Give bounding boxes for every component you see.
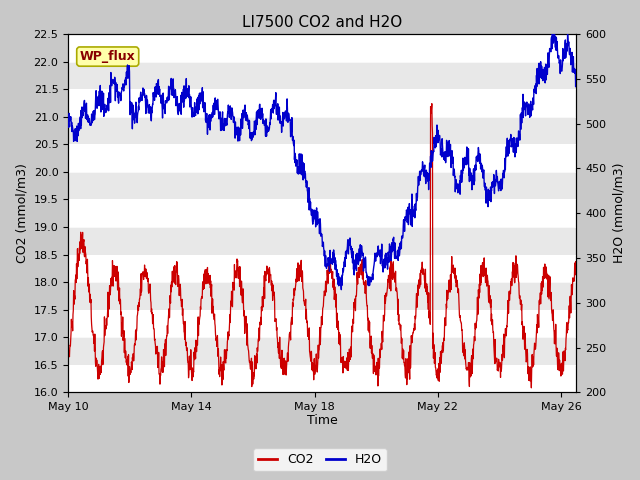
Bar (68, 89, 576, 117)
X-axis label: Time: Time (307, 414, 337, 427)
Bar (68, 144, 576, 172)
Bar (68, 310, 576, 337)
Bar (68, 117, 576, 144)
Title: LI7500 CO2 and H2O: LI7500 CO2 and H2O (242, 15, 403, 30)
Bar (68, 365, 576, 393)
Bar (68, 172, 576, 199)
Bar (68, 227, 576, 254)
Y-axis label: H2O (mmol/m3): H2O (mmol/m3) (612, 163, 625, 264)
Text: WP_flux: WP_flux (80, 50, 136, 63)
Bar (68, 337, 576, 365)
Bar (68, 282, 576, 310)
Legend: CO2, H2O: CO2, H2O (253, 448, 387, 471)
Bar (68, 34, 576, 61)
Bar (68, 199, 576, 227)
Bar (68, 254, 576, 282)
Bar (68, 61, 576, 89)
Y-axis label: CO2 (mmol/m3): CO2 (mmol/m3) (15, 163, 28, 263)
